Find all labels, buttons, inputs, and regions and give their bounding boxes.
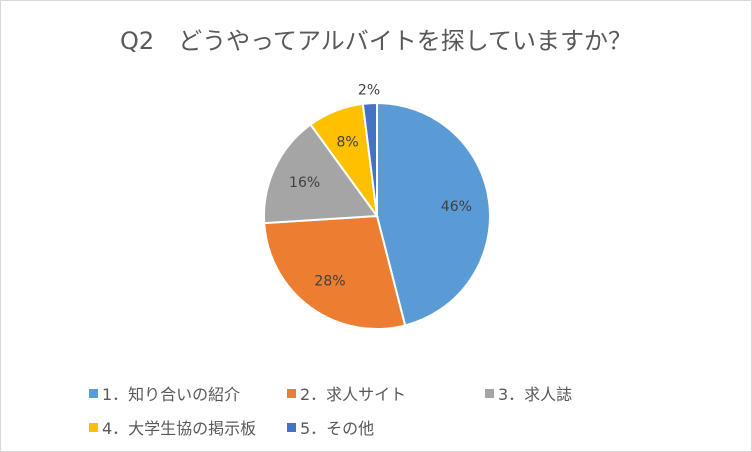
legend-label-4: 4．大学生協の掲示板 (102, 419, 257, 438)
legend-item-5: 5．その他 (287, 415, 374, 439)
pie-slice-3 (263, 123, 379, 225)
legend-swatch-5 (287, 422, 296, 432)
data-label-5: 2% (358, 82, 380, 98)
data-label-1: 46% (441, 199, 472, 215)
legend-label-3: 3．求人誌 (498, 385, 573, 404)
legend-item-2: 2．求人サイト (287, 381, 406, 405)
legend-item-1: 1．知り合いの紹介 (89, 381, 240, 405)
pie-slice-1 (376, 101, 491, 327)
legend-label-1: 1．知り合いの紹介 (102, 385, 241, 404)
legend-swatch-4 (89, 422, 98, 432)
legend-label-2: 2．求人サイト (300, 385, 407, 404)
pie-slice-5 (361, 101, 378, 217)
pie-slice-2 (263, 214, 407, 330)
legend-swatch-2 (287, 388, 296, 398)
legend-item-3: 3．求人誌 (485, 381, 572, 405)
data-label-2: 28% (314, 274, 345, 290)
chart-title: Q2 どうやってアルバイトを探していますか？ (120, 27, 632, 55)
data-label-3: 16% (289, 175, 320, 191)
legend-item-4: 4．大学生協の掲示板 (89, 415, 256, 439)
legend-swatch-3 (485, 388, 494, 398)
legend-swatch-1 (89, 388, 98, 398)
legend-label-5: 5．その他 (300, 419, 375, 438)
data-label-4: 8% (336, 135, 358, 151)
